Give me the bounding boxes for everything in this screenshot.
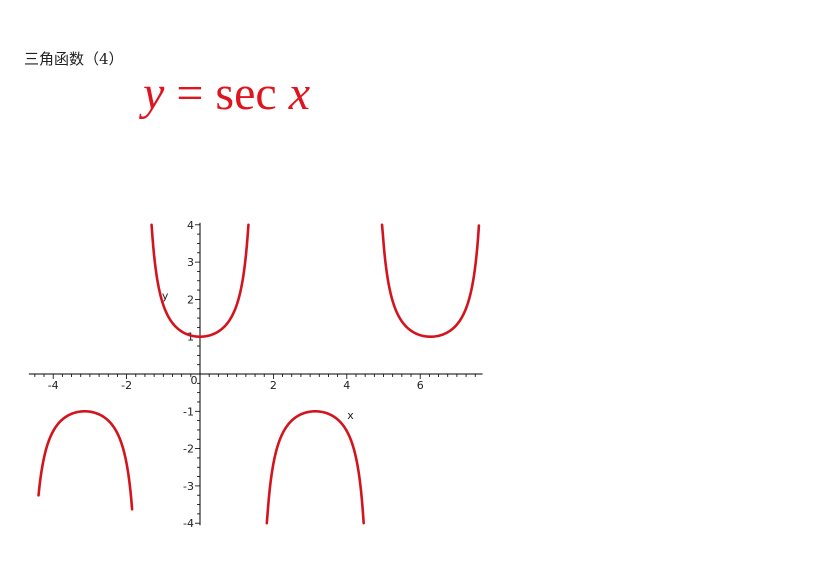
origin-label: 0 [191,374,198,387]
formula-argument: x [288,67,310,120]
x-tick-label: 4 [343,379,350,392]
y-tick-label: -2 [183,443,194,456]
formula: y = sec x [143,66,310,121]
curve-branch-3 [265,409,365,525]
y-tick-label: 4 [187,219,194,232]
x-tick-label: 6 [417,379,424,392]
x-tick-label: 2 [270,379,277,392]
formula-lhs: y [143,67,165,120]
y-tick-label: -1 [183,405,194,418]
y-tick-label: 1 [187,331,194,344]
x-tick-label: -2 [121,379,132,392]
y-tick-label: 3 [187,256,194,269]
formula-function: sec [215,67,277,120]
curve-branch-2 [150,223,250,339]
x-axis-label: x [347,409,354,422]
x-tick-label: -4 [48,379,59,392]
curve-branch-1 [37,409,134,511]
y-tick-label: 2 [187,293,194,306]
page-heading: 三角函数（4） [24,50,124,68]
ticks: -4 -2 2 4 6 0 -4 -3 -2 -1 1 2 3 4 x y [34,219,476,530]
formula-equals: = [176,67,204,120]
y-tick-label: -4 [183,517,194,530]
axes [28,222,483,526]
y-axis-label: y [162,289,169,302]
curves [37,223,481,525]
curve-branch-4 [380,223,481,339]
y-tick-label: -3 [183,480,194,493]
